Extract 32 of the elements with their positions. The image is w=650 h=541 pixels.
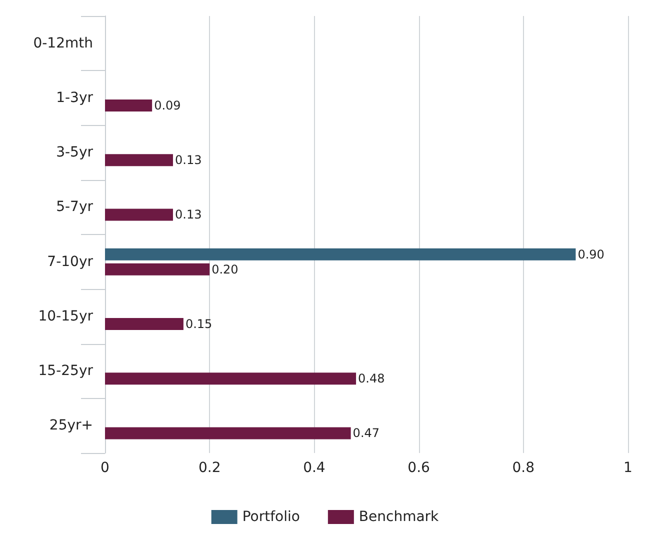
- data-label: 0.13: [174, 153, 202, 168]
- x-tick-label: 1: [624, 460, 632, 476]
- bar: [105, 263, 210, 276]
- x-tick-label: 0.6: [408, 460, 430, 476]
- x-tick-label: 0.8: [512, 460, 535, 476]
- x-tick-label: 0: [100, 460, 110, 476]
- bar: [105, 248, 576, 260]
- legend-label: Portfolio: [242, 509, 300, 525]
- y-tick-label: 3-5yr: [56, 144, 94, 161]
- x-tick-label: 0.4: [303, 460, 326, 476]
- x-tick-label: 0.2: [198, 460, 221, 476]
- y-tick-label: 0-12mth: [33, 35, 93, 52]
- data-label: 0.20: [212, 262, 238, 276]
- data-label: 0.48: [358, 372, 385, 386]
- y-tick-label: 7-10yr: [47, 254, 94, 270]
- y-tick-label: 25yr+: [49, 418, 93, 434]
- bar: [105, 318, 184, 330]
- y-tick-label: 10-15yr: [38, 308, 94, 324]
- bar: [105, 208, 173, 221]
- bar: [105, 99, 152, 112]
- data-label: 0.90: [578, 247, 604, 262]
- bar: [105, 372, 356, 385]
- y-tick-label: 1-3yr: [56, 90, 94, 106]
- data-label: 0.09: [154, 98, 181, 112]
- y-tick-label: 5-7yr: [56, 199, 94, 216]
- data-label: 0.47: [352, 426, 380, 440]
- legend-label: Benchmark: [358, 509, 440, 525]
- bar: [105, 154, 173, 166]
- data-label: 0.13: [174, 208, 202, 222]
- bar: [105, 427, 351, 440]
- y-tick-label: 15-25yr: [38, 363, 94, 380]
- data-label: 0.15: [185, 316, 212, 331]
